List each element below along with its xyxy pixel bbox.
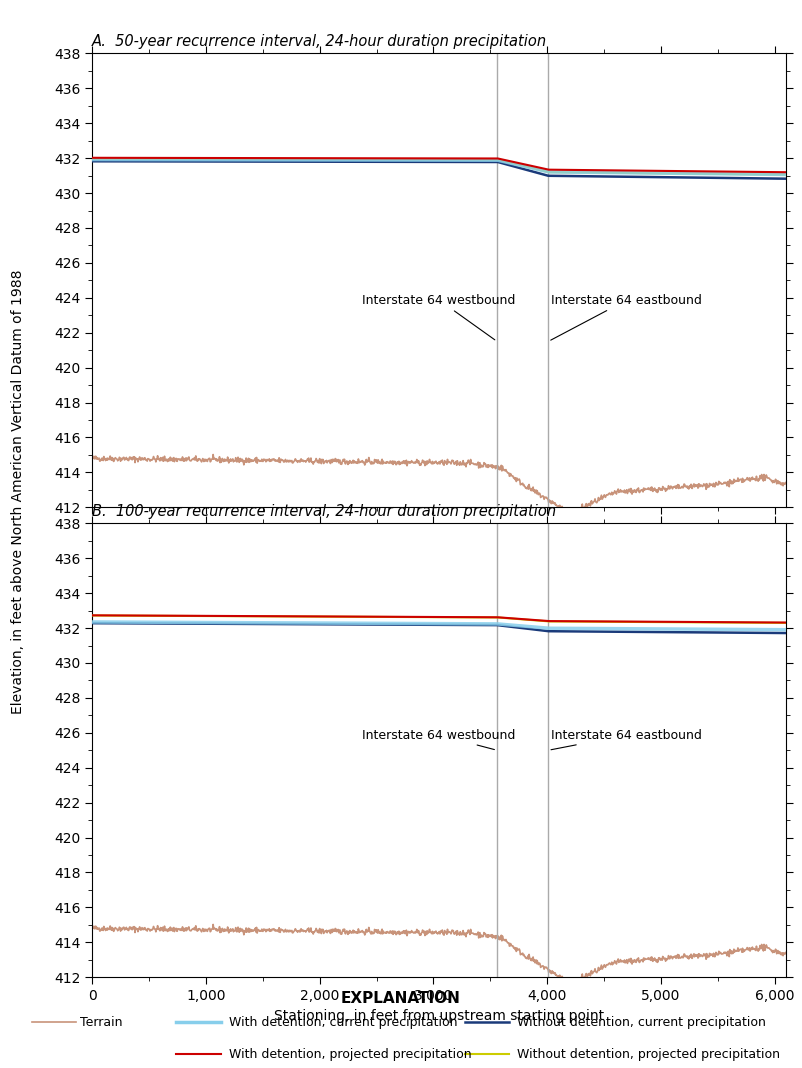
Text: With detention, current precipitation: With detention, current precipitation [229,1016,457,1028]
Text: A.  50-year recurrence interval, 24-hour duration precipitation: A. 50-year recurrence interval, 24-hour … [92,34,547,49]
Text: Without detention, projected precipitation: Without detention, projected precipitati… [517,1048,780,1061]
Text: Elevation, in feet above North American Vertical Datum of 1988: Elevation, in feet above North American … [10,269,25,713]
Text: Interstate 64 eastbound: Interstate 64 eastbound [551,728,703,750]
Text: Interstate 64 eastbound: Interstate 64 eastbound [551,294,703,340]
Text: Terrain: Terrain [80,1016,123,1028]
Text: B.  100-year recurrence interval, 24-hour duration precipitation: B. 100-year recurrence interval, 24-hour… [92,504,557,519]
Text: With detention, projected precipitation: With detention, projected precipitation [229,1048,472,1061]
Text: Interstate 64 westbound: Interstate 64 westbound [363,728,516,750]
Text: Interstate 64 westbound: Interstate 64 westbound [363,294,516,340]
Text: EXPLANATION: EXPLANATION [341,991,461,1006]
Text: Without detention, current precipitation: Without detention, current precipitation [517,1016,766,1028]
X-axis label: Stationing, in feet from upstream starting point: Stationing, in feet from upstream starti… [274,1008,604,1022]
